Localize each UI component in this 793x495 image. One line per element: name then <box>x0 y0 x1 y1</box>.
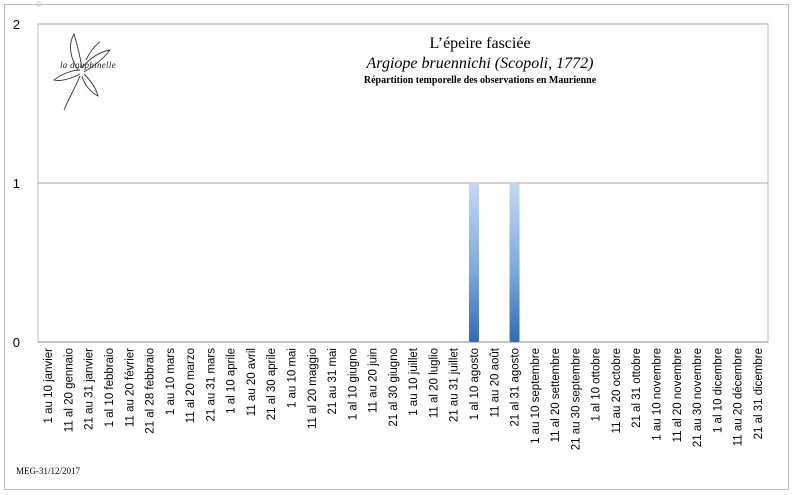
x-tick-label: 1 au 10 septembre <box>530 348 542 444</box>
gridlines <box>37 23 769 343</box>
x-tick-label: 11 au 20 avril <box>246 348 258 416</box>
x-tick-label: 11 al 20 marzo <box>185 348 197 423</box>
x-tick-label: 21 au 30 septembre <box>570 348 582 450</box>
x-tick-label: 21 au 31 mars <box>205 348 217 422</box>
x-tick-label: 1 al 10 ottobre <box>591 348 603 422</box>
x-tick-label: 21 au 31 mai <box>327 348 339 415</box>
bar <box>509 183 520 342</box>
x-tick-label: 21 au 31 juillet <box>449 347 461 422</box>
x-tick-label: 1 al 10 febbraio <box>104 348 116 427</box>
x-tick-label: 11 al 20 novembre <box>672 348 684 442</box>
chart-caption: Répartition temporelle des observations … <box>363 75 597 86</box>
x-tick-label: 11 au 20 octobre <box>611 348 623 433</box>
x-axis-labels: 1 au 10 janvier 11 al 20 gennaio 21 au 31 … <box>43 347 765 450</box>
y-tick-label: 0 <box>13 335 20 350</box>
footer-credit: MEG-31/12/2017 <box>16 466 80 476</box>
x-tick-label: 1 au 10 novembre <box>651 348 663 441</box>
x-tick-label: 21 al 30 giugno <box>388 348 400 427</box>
x-tick-label: 1 al 10 giugno <box>347 348 359 420</box>
x-tick-label: 11 al 20 maggio <box>307 348 319 429</box>
x-tick-label: 21 al 28 febbraio <box>145 348 157 434</box>
dauphinelle-logo <box>52 32 112 111</box>
x-tick-label: 21 au 30 novembre <box>692 348 704 447</box>
y-axis: 0 1 2 <box>13 17 20 350</box>
chart-frame <box>4 4 789 490</box>
x-tick-label: 21 al 30 aprile <box>266 348 278 420</box>
x-tick-label: 11 al 20 luglio <box>428 348 440 418</box>
x-tick-label: 21 al 31 dicembre <box>753 348 765 439</box>
x-tick-label: 1 al 10 aprile <box>226 348 238 414</box>
x-tick-label: 1 al 10 dicembre <box>712 348 724 433</box>
x-tick-label: 11 au 20 décembre <box>733 348 745 446</box>
corner-mark: © <box>36 0 42 9</box>
x-tick-label: 21 al 31 ottobre <box>631 348 643 428</box>
x-tick-label: 1 au 10 mars <box>165 348 177 415</box>
bars <box>468 183 520 342</box>
x-tick-label: 11 au 20 août <box>489 347 501 417</box>
y-tick-label: 2 <box>13 17 20 32</box>
chart-title: L’épeire fasciée <box>429 35 531 52</box>
chart-title-block: L’épeire fasciée Argiope bruennichi (Sco… <box>300 34 660 88</box>
x-tick-label: 1 al 10 agosto <box>469 348 481 420</box>
bar <box>468 183 479 342</box>
chart-subtitle: Argiope bruennichi (Scopoli, 1772) <box>366 55 594 72</box>
x-tick-label: 11 au 20 juin <box>368 348 380 413</box>
x-tick-label: 11 al 20 gennaio <box>63 348 75 432</box>
x-tick-label: 1 au 10 mai <box>286 348 298 408</box>
x-tick-label: 1 au 10 juillet <box>408 347 420 416</box>
x-tick-label: 21 al 31 agosto <box>510 348 522 427</box>
x-tick-label: 1 au 10 janvier <box>43 348 55 424</box>
x-tick-label: 11 au 20 février <box>124 348 136 427</box>
logo-text: la dauphinelle <box>60 60 116 70</box>
y-tick-label: 1 <box>13 176 20 191</box>
x-tick-label: 11 al 20 settembre <box>550 348 562 442</box>
x-tick-label: 21 au 31 janvier <box>84 348 96 430</box>
